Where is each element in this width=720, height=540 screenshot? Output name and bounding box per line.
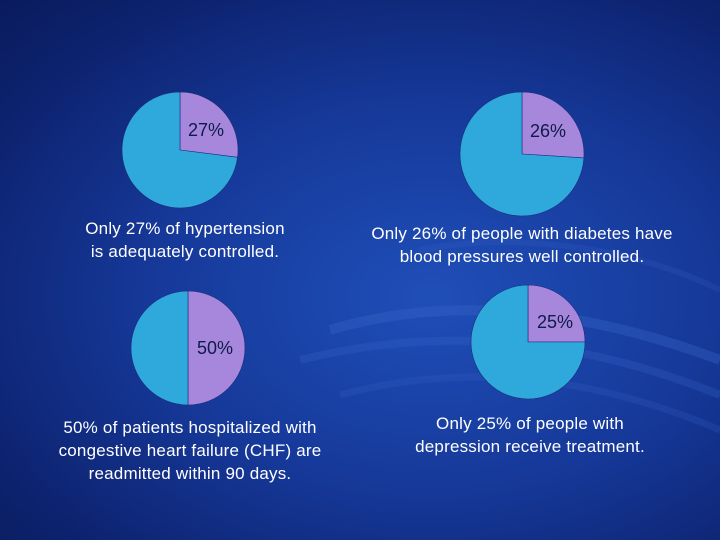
pie-slice-remainder [459,91,585,217]
pie-slice-readmitted [187,290,246,406]
caption-line: blood pressures well controlled. [399,247,645,266]
pie-slice-remainder [470,284,586,400]
pie-slice-remainder [121,91,238,209]
pie-chart-hypertension [121,91,239,209]
pie-slice-remainder [130,290,189,406]
caption-line: Only 26% of people with diabetes have [371,224,673,243]
caption-line: depression receive treatment. [415,437,645,456]
pie-chart-diabetes [459,91,585,217]
caption-depression: Only 25% of people with depression receiv… [380,412,680,458]
pie-slice-controlled [521,91,585,159]
pie-label-diabetes: 26% [530,121,567,141]
pie-slice-treated [527,284,586,343]
pie-slice-controlled [179,91,239,158]
caption-line: is adequately controlled. [90,242,280,261]
caption-line: readmitted within 90 days. [88,464,292,483]
pie-label-hypertension: 27% [188,120,225,140]
pie-label-depression: 25% [537,312,574,332]
caption-diabetes: Only 26% of people with diabetes have blo… [330,222,714,268]
caption-line: Only 25% of people with [436,414,624,433]
caption-hypertension: Only 27% of hypertension is adequately co… [40,217,330,263]
caption-line: congestive heart failure (CHF) are [58,441,322,460]
pie-chart-chf [130,290,246,406]
caption-line: Only 27% of hypertension [85,219,285,238]
caption-chf: 50% of patients hospitalized with congest… [20,416,360,485]
pie-label-chf: 50% [197,338,234,358]
caption-line: 50% of patients hospitalized with [63,418,317,437]
pie-chart-depression [470,284,586,400]
